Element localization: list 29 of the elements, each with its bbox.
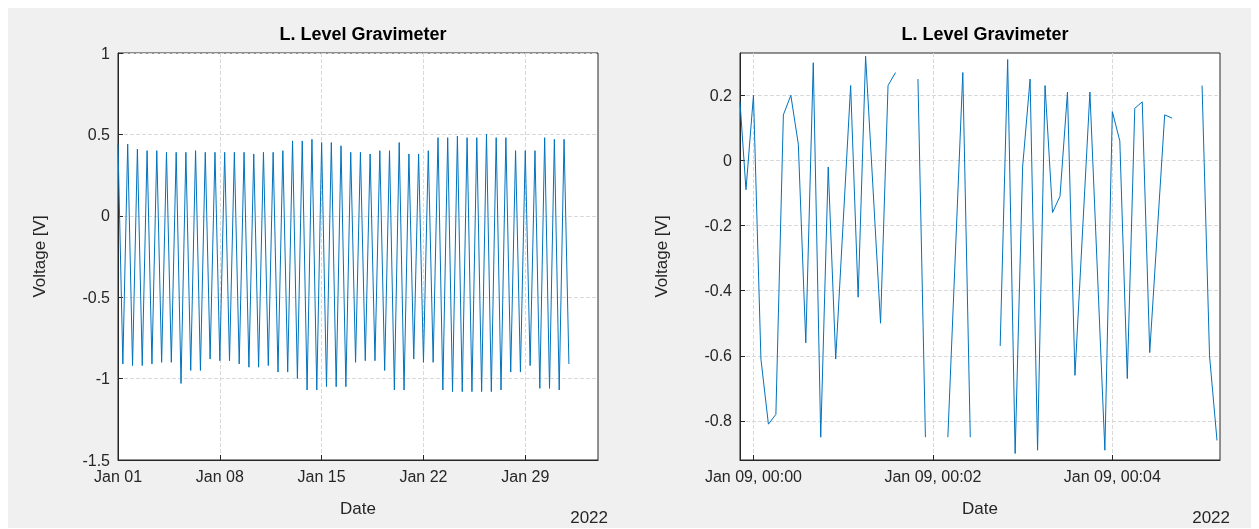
line-series (117, 133, 570, 393)
y-axis-title: Voltage [V] (30, 215, 49, 298)
y-tick-label: 0.5 (87, 125, 111, 143)
x-tick-label: Jan 15 (297, 467, 346, 485)
y-tick-label: -0.2 (704, 217, 733, 235)
x-tick-label: Jan 01 (93, 467, 143, 485)
y-tick-label: 1 (101, 44, 111, 62)
x-tick-label: Jan 09, 00:00 (704, 467, 803, 485)
x-tick-label: Jan 22 (399, 467, 448, 485)
y-tick-label: -1 (95, 370, 111, 388)
y-tick-label: -0.4 (704, 282, 733, 300)
text: 2022 (1192, 508, 1231, 527)
y-tick-label: 0.2 (709, 86, 733, 104)
x-tick-label: Jan 09, 00:02 (884, 467, 982, 485)
x-axis-title: Date (340, 499, 376, 518)
x-tick-label: Jan 09, 00:04 (1063, 467, 1161, 485)
x-tick-label: Jan 08 (195, 467, 244, 485)
y-tick-label: -0.6 (704, 347, 733, 365)
y-tick-label: -1.5 (82, 451, 111, 469)
chart-title: L. Level Gravimeter (901, 24, 1069, 44)
y-tick-label: 0 (101, 207, 111, 225)
x-tick-label: Jan 29 (501, 467, 550, 485)
y-tick-label: -0.5 (82, 288, 111, 306)
chart-title: L. Level Gravimeter (279, 24, 447, 44)
y-axis-title: Voltage [V] (652, 215, 671, 298)
y-tick-label: 0 (723, 151, 733, 169)
x-axis-title: Date (962, 499, 998, 518)
text: 2022 (570, 508, 609, 527)
y-tick-label: -0.8 (704, 412, 733, 430)
